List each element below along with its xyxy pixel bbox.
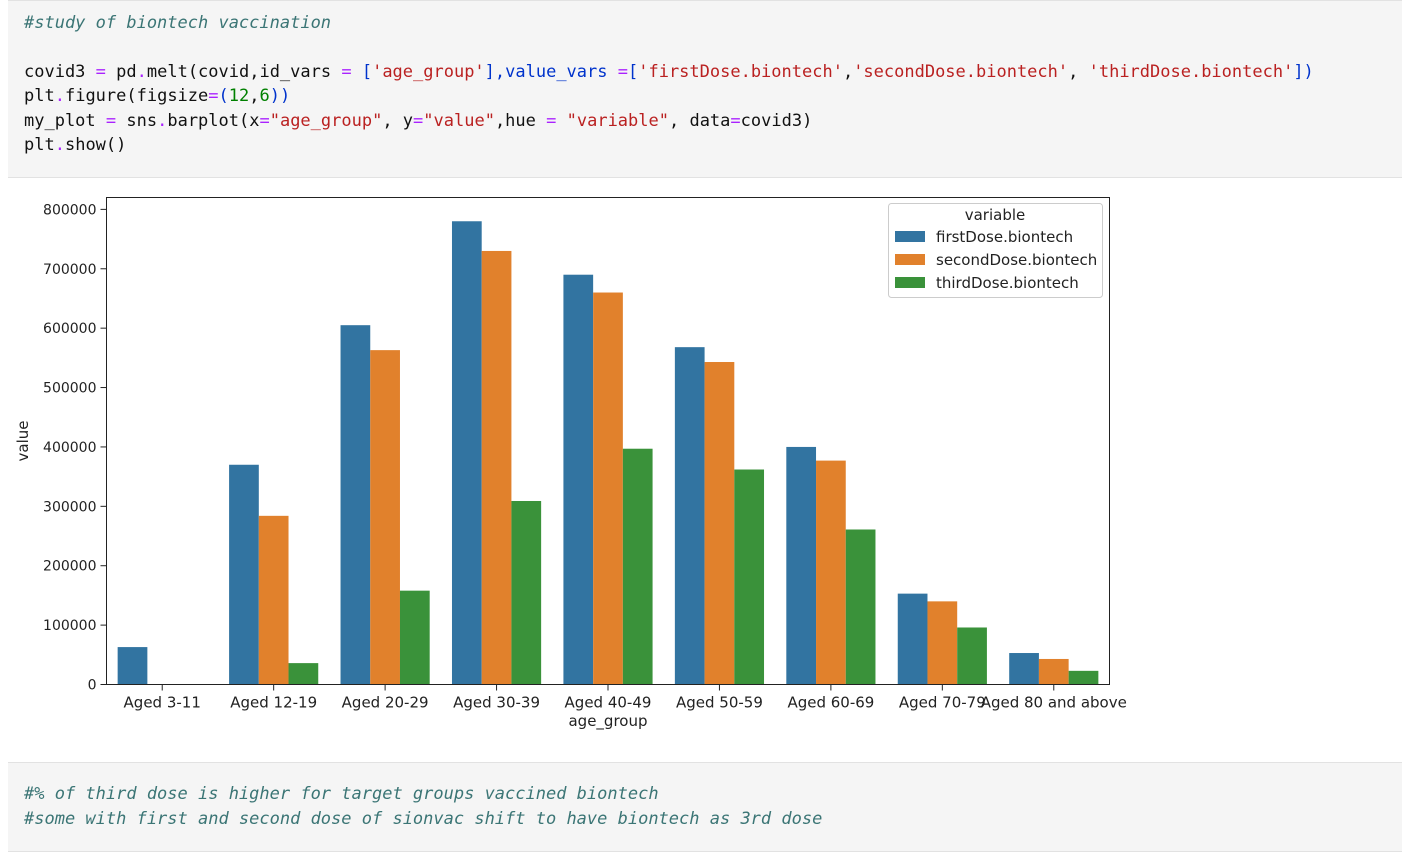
bar-thirdDose-2 xyxy=(399,590,430,685)
bar-secondDose-1 xyxy=(258,515,289,685)
bar-thirdDose-1 xyxy=(288,663,319,685)
bar-firstDose-0 xyxy=(117,647,148,685)
y-tick-label: 500000 xyxy=(43,381,96,397)
x-axis-label: age_group xyxy=(568,712,647,731)
markdown-line-1: #% of third dose is higher for target gr… xyxy=(24,784,659,804)
bar-thirdDose-3 xyxy=(511,500,542,685)
code-line-show: plt.show() xyxy=(24,135,127,155)
bar-firstDose-8 xyxy=(1009,653,1039,685)
legend-label: thirdDose.biontech xyxy=(936,274,1079,292)
legend-label: firstDose.biontech xyxy=(936,228,1073,246)
bar-thirdDose-4 xyxy=(622,448,653,685)
bar-firstDose-4 xyxy=(563,274,594,685)
bar-firstDose-7 xyxy=(897,593,928,685)
bar-secondDose-4 xyxy=(593,292,623,685)
x-tick-label: Aged 50-59 xyxy=(676,694,763,712)
y-axis-label: value xyxy=(14,421,32,462)
bar-secondDose-2 xyxy=(370,350,400,685)
x-axis: Aged 3-11 Aged 12-19 Aged 20-29 Aged 30-39 A… xyxy=(124,684,1127,712)
y-tick-label: 800000 xyxy=(43,202,96,218)
bar-firstDose-1 xyxy=(229,464,259,685)
code-cell[interactable]: #study of biontech vaccination covid3 = … xyxy=(8,0,1402,178)
x-tick-label: Aged 3-11 xyxy=(124,694,201,712)
bar-thirdDose-8 xyxy=(1068,670,1099,685)
legend-swatch xyxy=(895,254,925,265)
y-tick-label: 100000 xyxy=(43,618,96,634)
markdown-cell[interactable]: #% of third dose is higher for target gr… xyxy=(8,762,1402,852)
bars-group xyxy=(117,221,1099,685)
bar-thirdDose-7 xyxy=(957,627,987,685)
markdown-line-2: #some with first and second dose of sion… xyxy=(24,809,823,829)
y-tick-label: 300000 xyxy=(43,499,96,515)
bar-secondDose-8 xyxy=(1038,658,1069,685)
bar-secondDose-5 xyxy=(704,362,735,685)
x-tick-label: Aged 12-19 xyxy=(230,694,317,712)
bar-thirdDose-5 xyxy=(734,469,765,685)
x-tick-label: Aged 70-79 xyxy=(899,694,986,712)
bar-firstDose-2 xyxy=(340,325,371,685)
bar-firstDose-3 xyxy=(451,221,482,685)
bar-chart: 0 100000 200000 300000 400000 500000 600000 700… xyxy=(14,197,1127,731)
bar-secondDose-3 xyxy=(481,250,512,685)
y-tick-label: 0 xyxy=(88,678,97,694)
output-area: 0 100000 200000 300000 400000 500000 600000 700… xyxy=(8,180,1402,758)
legend-frame xyxy=(888,203,1103,298)
bar-firstDose-6 xyxy=(786,446,817,685)
code-comment: #study of biontech vaccination xyxy=(24,13,332,33)
x-tick-label: Aged 40-49 xyxy=(565,694,652,712)
bar-thirdDose-6 xyxy=(845,529,876,685)
y-tick-label: 700000 xyxy=(43,262,96,278)
bar-secondDose-7 xyxy=(927,601,958,685)
code-line-figure: plt.figure(figsize=(12,6)) xyxy=(24,86,291,106)
y-tick-label: 200000 xyxy=(43,559,96,575)
legend-swatch xyxy=(895,277,925,288)
legend-swatch xyxy=(895,231,925,242)
bar-firstDose-5 xyxy=(674,347,705,685)
y-tick-label: 600000 xyxy=(43,321,96,337)
legend-title: variable xyxy=(965,206,1026,224)
y-axis: 0 100000 200000 300000 400000 500000 600000 700… xyxy=(43,202,107,694)
bar-secondDose-6 xyxy=(816,460,846,685)
code-line-melt: covid3 = pd.melt(covid,id_vars = ['age_g… xyxy=(24,62,1314,82)
x-tick-label: Aged 30-39 xyxy=(453,694,540,712)
y-tick-label: 400000 xyxy=(43,440,96,456)
x-tick-label: Aged 60-69 xyxy=(787,694,874,712)
code-line-barplot: my_plot = sns.barplot(x="age_group", y="… xyxy=(24,111,813,131)
x-tick-label: Aged 20-29 xyxy=(342,694,429,712)
legend-label: secondDose.biontech xyxy=(936,251,1097,269)
x-tick-label: Aged 80 and above xyxy=(981,694,1127,712)
legend: variable firstDose.biontech secondDose.bi… xyxy=(888,203,1103,298)
